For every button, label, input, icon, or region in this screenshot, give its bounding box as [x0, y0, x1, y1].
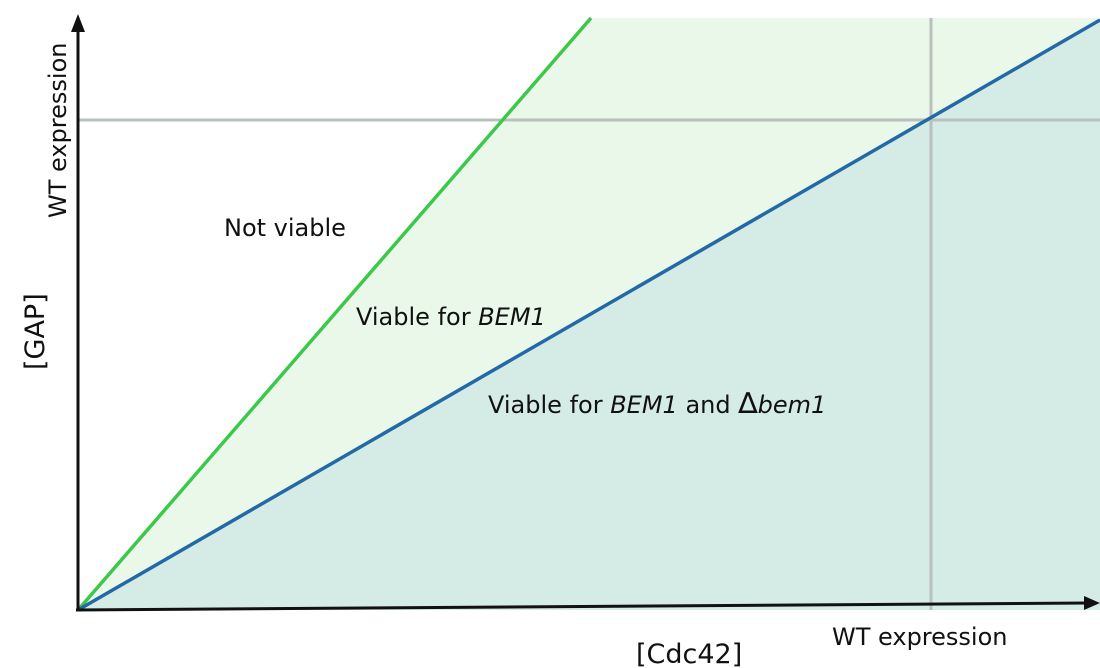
- x-wt-expression-label: WT expression: [832, 623, 1007, 651]
- x-axis-title: [Cdc42]: [636, 639, 742, 668]
- green-boundary-line: [76, 16, 593, 612]
- x-axis-arrowhead: [1084, 596, 1100, 610]
- y-wt-expression-label: WT expression: [44, 43, 72, 218]
- viable-both-label: Viable for BEM1 and ∆bem1: [488, 386, 826, 420]
- y-axis-title: [GAP]: [20, 293, 51, 370]
- not-viable-label: Not viable: [224, 214, 346, 242]
- y-axis-arrowhead: [71, 14, 85, 32]
- x-axis: [75, 601, 1089, 612]
- viable-bem1-label: Viable for BEM1: [356, 303, 546, 331]
- blue-boundary-line: [77, 18, 1100, 612]
